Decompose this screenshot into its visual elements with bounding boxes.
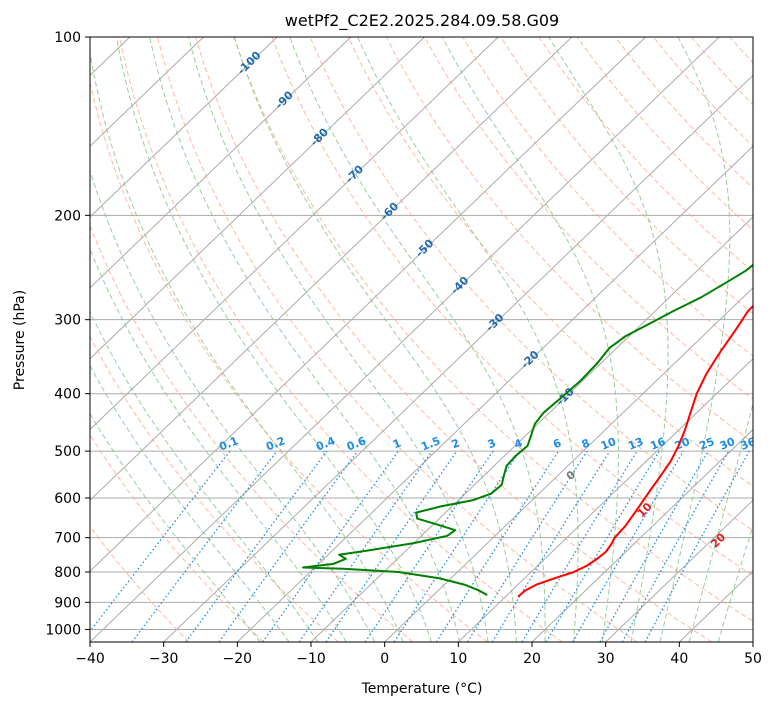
x-tick-label: 30 bbox=[597, 651, 615, 667]
mixing-ratio-line bbox=[185, 450, 328, 642]
y-tick-label: 1000 bbox=[45, 622, 81, 638]
mixing-ratio-label: 3 bbox=[486, 436, 498, 451]
x-tick-label: 50 bbox=[744, 651, 762, 667]
y-tick-label: 800 bbox=[54, 565, 81, 581]
mixing-ratio-line bbox=[298, 450, 433, 642]
dry-adiabat-line bbox=[90, 433, 264, 642]
mixing-ratio-label: 16 bbox=[648, 435, 667, 453]
y-tick-label: 200 bbox=[54, 208, 81, 224]
moist-adiabat-line bbox=[116, 37, 432, 642]
dry-adiabat-line bbox=[271, 37, 753, 577]
moist-adiabat-line bbox=[90, 49, 404, 642]
moist-adiabat-line bbox=[90, 247, 347, 642]
isotherm-line bbox=[310, 216, 753, 642]
y-tick-label: 600 bbox=[54, 491, 81, 507]
mixing-ratio-line bbox=[435, 450, 560, 642]
dry-adiabat-line bbox=[90, 525, 190, 642]
isotherm-line bbox=[236, 145, 753, 642]
y-tick-label: 700 bbox=[54, 531, 81, 547]
moist-adiabat-line bbox=[149, 37, 461, 642]
moist-adiabat-line bbox=[548, 37, 669, 642]
y-axis: 100 200 300 400 500 600 700 800 900 1000 bbox=[45, 30, 90, 638]
mixing-ratio-line bbox=[491, 450, 611, 642]
dry-adiabat-line bbox=[90, 224, 414, 642]
mixing-ratio-label: 8 bbox=[580, 436, 592, 451]
moist-adiabat-line bbox=[188, 37, 489, 642]
mixing-ratio-label: 30 bbox=[718, 435, 737, 453]
moist-adiabat-line bbox=[289, 37, 546, 642]
isotherm-line bbox=[90, 37, 352, 289]
x-axis: −40 −30 −20 −10 0 10 20 30 40 50 bbox=[75, 642, 762, 667]
dry-adiabat-line bbox=[309, 37, 753, 532]
moist-adiabat-line bbox=[659, 37, 731, 642]
isotherm-line bbox=[531, 428, 753, 642]
x-tick-label: −40 bbox=[75, 651, 105, 667]
dry-adiabat-line bbox=[90, 79, 488, 642]
x-tick-label: 20 bbox=[523, 651, 541, 667]
moist-adiabat-line bbox=[441, 37, 619, 642]
x-tick-label: −20 bbox=[223, 651, 253, 667]
isotherm-line bbox=[90, 37, 425, 360]
x-tick-label: 40 bbox=[670, 651, 688, 667]
isotherm-line bbox=[384, 287, 753, 642]
isotherm-line bbox=[90, 37, 573, 502]
isotherm-line bbox=[163, 74, 753, 642]
background-lines bbox=[90, 37, 753, 642]
x-tick-label: 0 bbox=[380, 651, 389, 667]
y-tick-label: 500 bbox=[54, 444, 81, 460]
mixing-ratio-line bbox=[599, 450, 709, 642]
plot-frame bbox=[89, 36, 754, 643]
mixing-ratio-label: 10 bbox=[599, 435, 618, 453]
mixing-ratio-line bbox=[262, 450, 399, 642]
profile-series bbox=[302, 221, 753, 598]
series-dewpoint-line bbox=[302, 221, 753, 596]
mixing-ratio-label: 13 bbox=[626, 435, 645, 453]
dry-adiabat-line bbox=[500, 37, 753, 315]
isotherm-line bbox=[90, 37, 278, 218]
y-tick-label: 900 bbox=[54, 595, 81, 611]
mixing-ratio-line bbox=[644, 450, 750, 642]
isotherm-line bbox=[90, 37, 720, 642]
moist-adiabat-line bbox=[90, 168, 376, 642]
dry-adiabat-line bbox=[119, 37, 563, 642]
y-axis-label: Pressure (hPa) bbox=[12, 290, 28, 390]
dry-adiabat-line bbox=[424, 37, 753, 400]
dry-adiabat-line bbox=[385, 37, 753, 443]
mixing-ratio-label: 36 bbox=[739, 435, 758, 453]
y-tick-label: 100 bbox=[54, 30, 81, 46]
x-tick-label: −30 bbox=[149, 651, 179, 667]
mixing-ratio-line bbox=[131, 450, 278, 642]
mixing-ratio-line bbox=[621, 450, 730, 642]
moist-adiabat-line bbox=[688, 402, 753, 642]
mixing-ratio-line bbox=[325, 450, 458, 642]
chart-title: wetPf2_C2E2.2025.284.09.58.G09 bbox=[285, 11, 559, 31]
isotherm-line bbox=[90, 37, 204, 147]
x-tick-label: 10 bbox=[449, 651, 467, 667]
mixing-ratio-line bbox=[218, 450, 359, 642]
moist-adiabat-line bbox=[90, 310, 319, 642]
mixing-ratio-line bbox=[364, 450, 494, 642]
x-tick-label: −10 bbox=[296, 651, 326, 667]
mixing-ratio-label: 2 bbox=[450, 436, 462, 451]
mixing-ratio-label: 25 bbox=[697, 435, 716, 453]
x-axis-label: Temperature (°C) bbox=[361, 681, 483, 697]
mixing-ratio-label: 1 bbox=[391, 436, 403, 451]
moist-adiabat-line bbox=[357, 37, 579, 642]
dry-adiabat-line bbox=[195, 37, 712, 642]
isotherm-line bbox=[90, 37, 499, 431]
moist-adiabat-line bbox=[90, 364, 290, 642]
isotherm-line bbox=[605, 499, 753, 642]
moist-adiabat-line bbox=[233, 37, 517, 642]
isotherm-line bbox=[90, 37, 646, 572]
dry-adiabat-line bbox=[347, 37, 753, 487]
y-tick-label: 400 bbox=[54, 387, 81, 403]
moist-adiabat-line bbox=[717, 524, 753, 642]
isotherm-line bbox=[457, 357, 753, 642]
plot-area bbox=[90, 37, 753, 642]
y-tick-label: 300 bbox=[54, 313, 81, 329]
